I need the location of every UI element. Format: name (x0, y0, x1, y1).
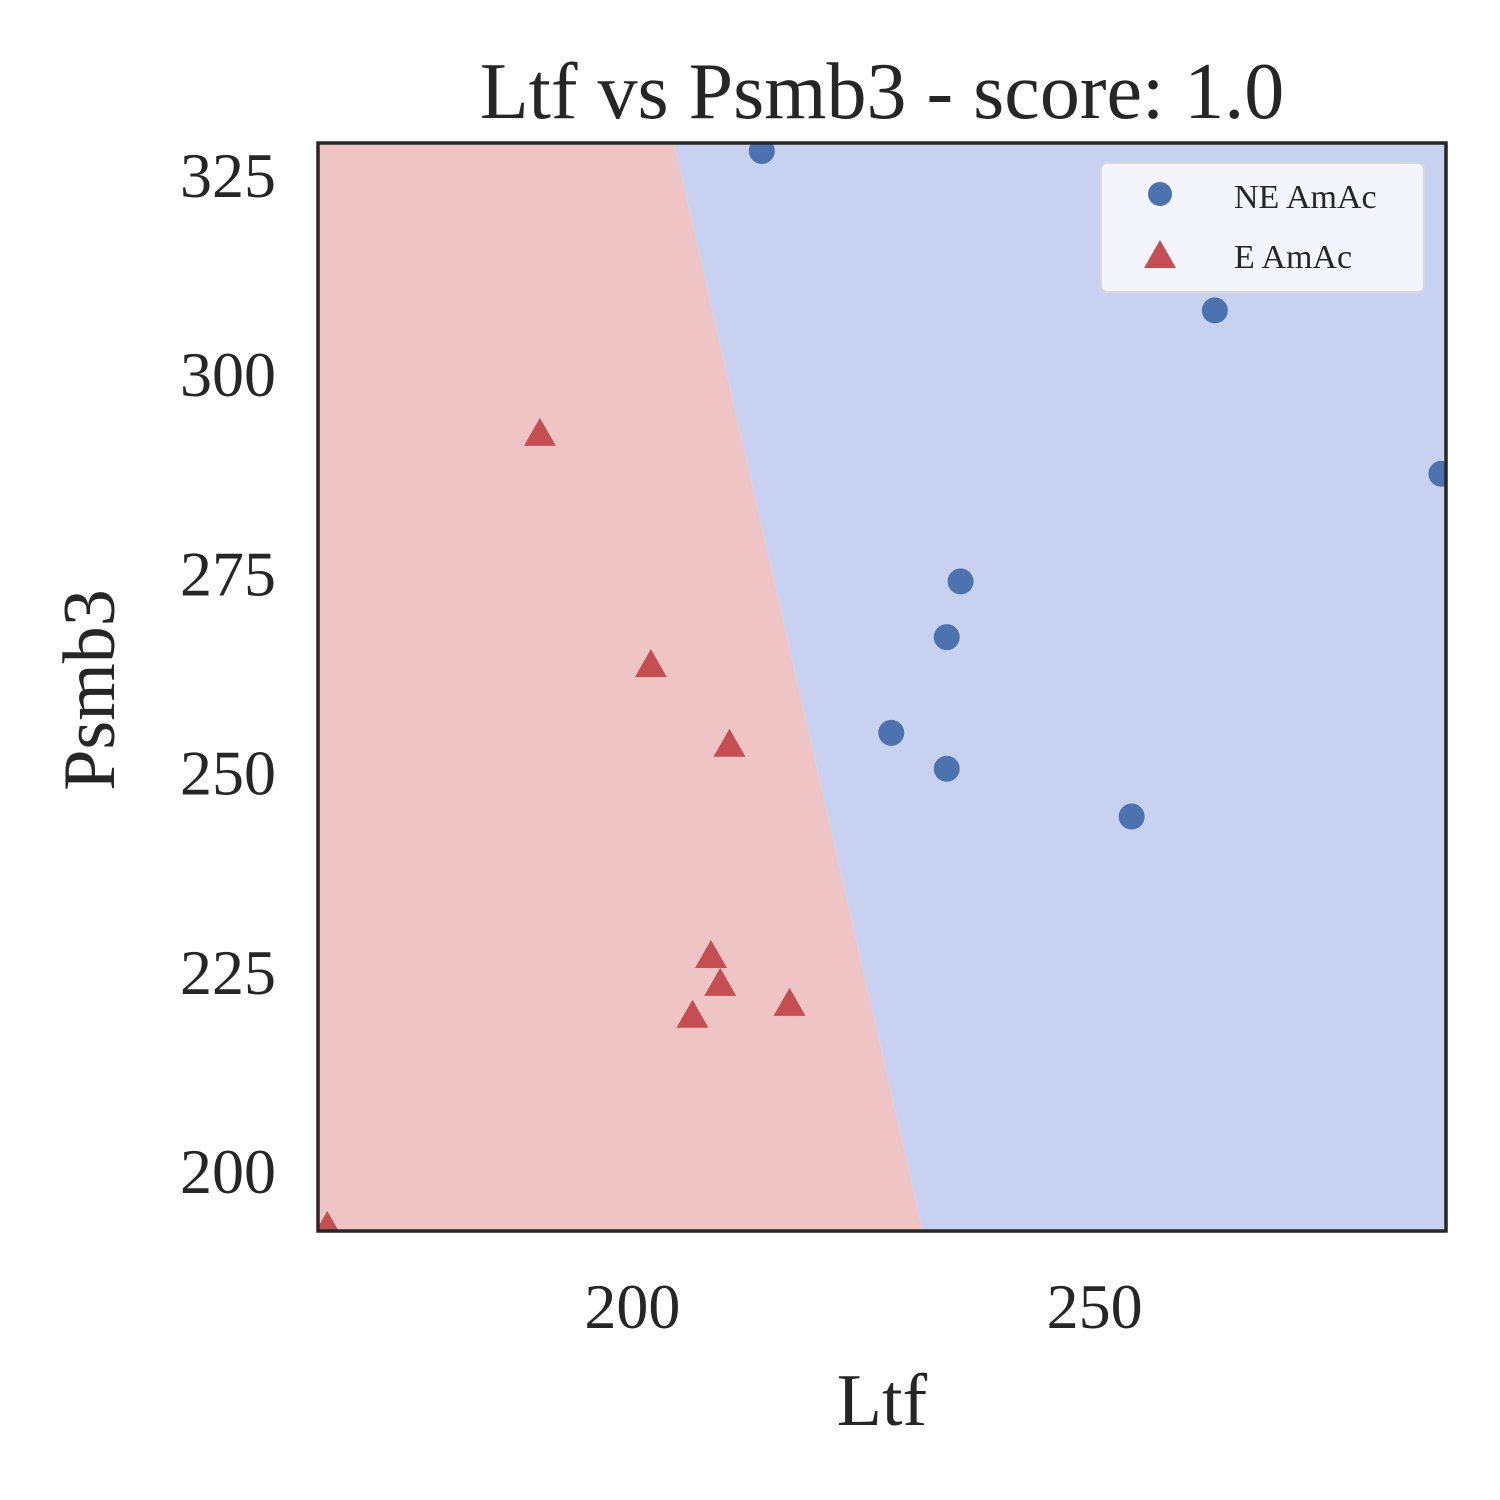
point-e-amac (318, 1211, 339, 1231)
legend-label-ne-amac: NE AmAc (1234, 179, 1377, 216)
point-e-amac (694, 940, 727, 969)
y-axis-label: Psmb3 (49, 589, 131, 791)
x-tick-label: 200 (584, 1271, 680, 1342)
point-e-amac (704, 967, 737, 996)
y-axis-ticks: 200 225 250 275 300 325 (180, 140, 276, 1207)
x-tick-label: 250 (1047, 1271, 1143, 1342)
point-ne-amac (748, 143, 775, 164)
x-axis-label: Ltf (837, 1360, 928, 1442)
legend-marker-ne-amac (1148, 182, 1172, 206)
y-tick-label: 250 (180, 738, 276, 809)
legend-marker-e-amac (1144, 240, 1176, 268)
point-e-amac (523, 417, 556, 446)
point-ne-amac (1201, 297, 1228, 324)
point-e-amac (773, 987, 806, 1016)
region-e-amac (318, 143, 923, 1231)
y-tick-label: 200 (180, 1136, 276, 1207)
point-e-amac (713, 728, 746, 757)
legend-label-e-amac: E AmAc (1234, 239, 1352, 276)
y-tick-label: 225 (180, 937, 276, 1008)
region-ne-amac (673, 143, 1446, 1231)
point-ne-amac (933, 755, 960, 782)
decision-regions (318, 143, 1446, 1231)
point-ne-amac (1428, 460, 1446, 487)
legend-box (1100, 162, 1425, 293)
y-tick-label: 300 (180, 339, 276, 410)
chart-title: Ltf vs Psmb3 - score: 1.0 (480, 48, 1284, 136)
x-axis-ticks: 200 250 (584, 1271, 1142, 1342)
plot-frame (316, 141, 1448, 1233)
point-ne-amac (1118, 803, 1145, 830)
point-ne-amac (947, 568, 974, 595)
point-e-amac (676, 999, 709, 1028)
y-tick-label: 275 (180, 538, 276, 609)
point-ne-amac (878, 719, 905, 746)
y-tick-label: 325 (180, 140, 276, 211)
point-e-amac (634, 649, 667, 678)
data-points (318, 143, 1446, 1231)
point-ne-amac (933, 624, 960, 651)
legend: NE AmAc E AmAc (1100, 162, 1425, 293)
